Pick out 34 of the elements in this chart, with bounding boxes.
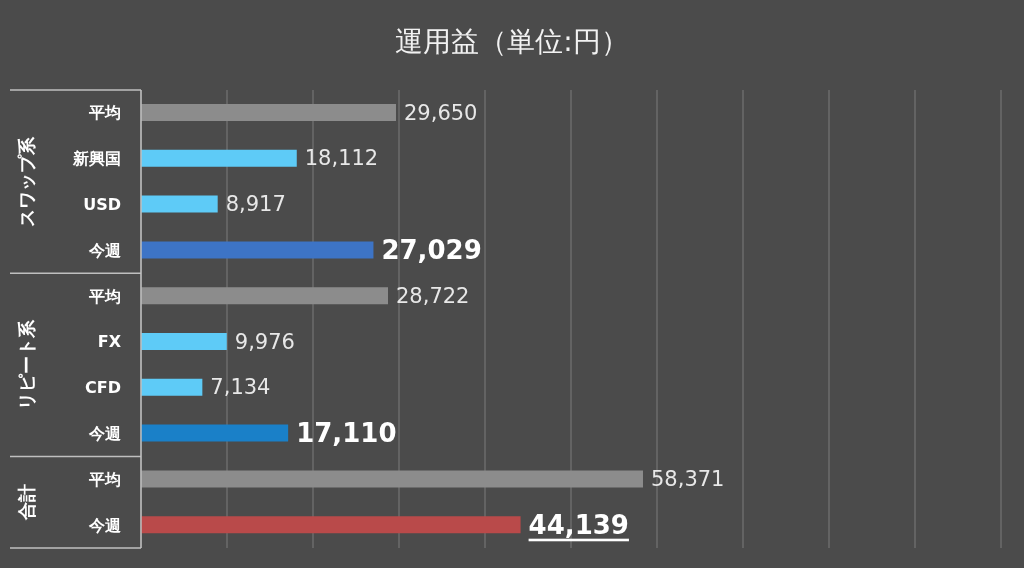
bar — [141, 287, 389, 305]
data-label: 18,112 — [304, 146, 379, 171]
bar — [141, 241, 374, 259]
y-tick-label: CFD — [85, 378, 121, 398]
y-tick-label: 新興国 — [72, 149, 121, 169]
y-tick-label: FX — [97, 332, 122, 352]
bar — [141, 104, 396, 121]
bar — [141, 378, 203, 396]
data-label: 7,134 — [210, 375, 271, 400]
text: スワップ系 — [16, 135, 38, 227]
y-tick-label: USD — [83, 195, 121, 214]
chart-title: 運用益（単位:円） — [395, 25, 629, 58]
y-tick-label: 今週 — [88, 240, 122, 260]
data-label: 44,139 — [528, 509, 629, 540]
y-tick-label: 平均 — [88, 469, 121, 489]
bar — [141, 195, 218, 213]
y-tick-label: 今週 — [88, 515, 122, 535]
y-tick-label: 平均 — [88, 103, 121, 123]
data-label: 17,110 — [296, 418, 397, 449]
text: リピート系 — [16, 318, 38, 410]
text: 合計 — [16, 484, 38, 522]
bar — [141, 516, 521, 534]
bar — [141, 333, 227, 350]
y-tick-label: 平均 — [88, 286, 121, 306]
bar — [141, 424, 289, 442]
y-tick-label: 今週 — [88, 424, 122, 443]
data-label: 28,722 — [396, 283, 470, 308]
data-label: 58,371 — [650, 466, 725, 491]
data-label: 27,029 — [381, 234, 482, 265]
data-label: 9,976 — [234, 329, 295, 354]
data-label: 8,917 — [225, 192, 286, 217]
bar — [141, 149, 297, 167]
data-label: 29,650 — [403, 100, 478, 125]
bar — [141, 470, 643, 488]
